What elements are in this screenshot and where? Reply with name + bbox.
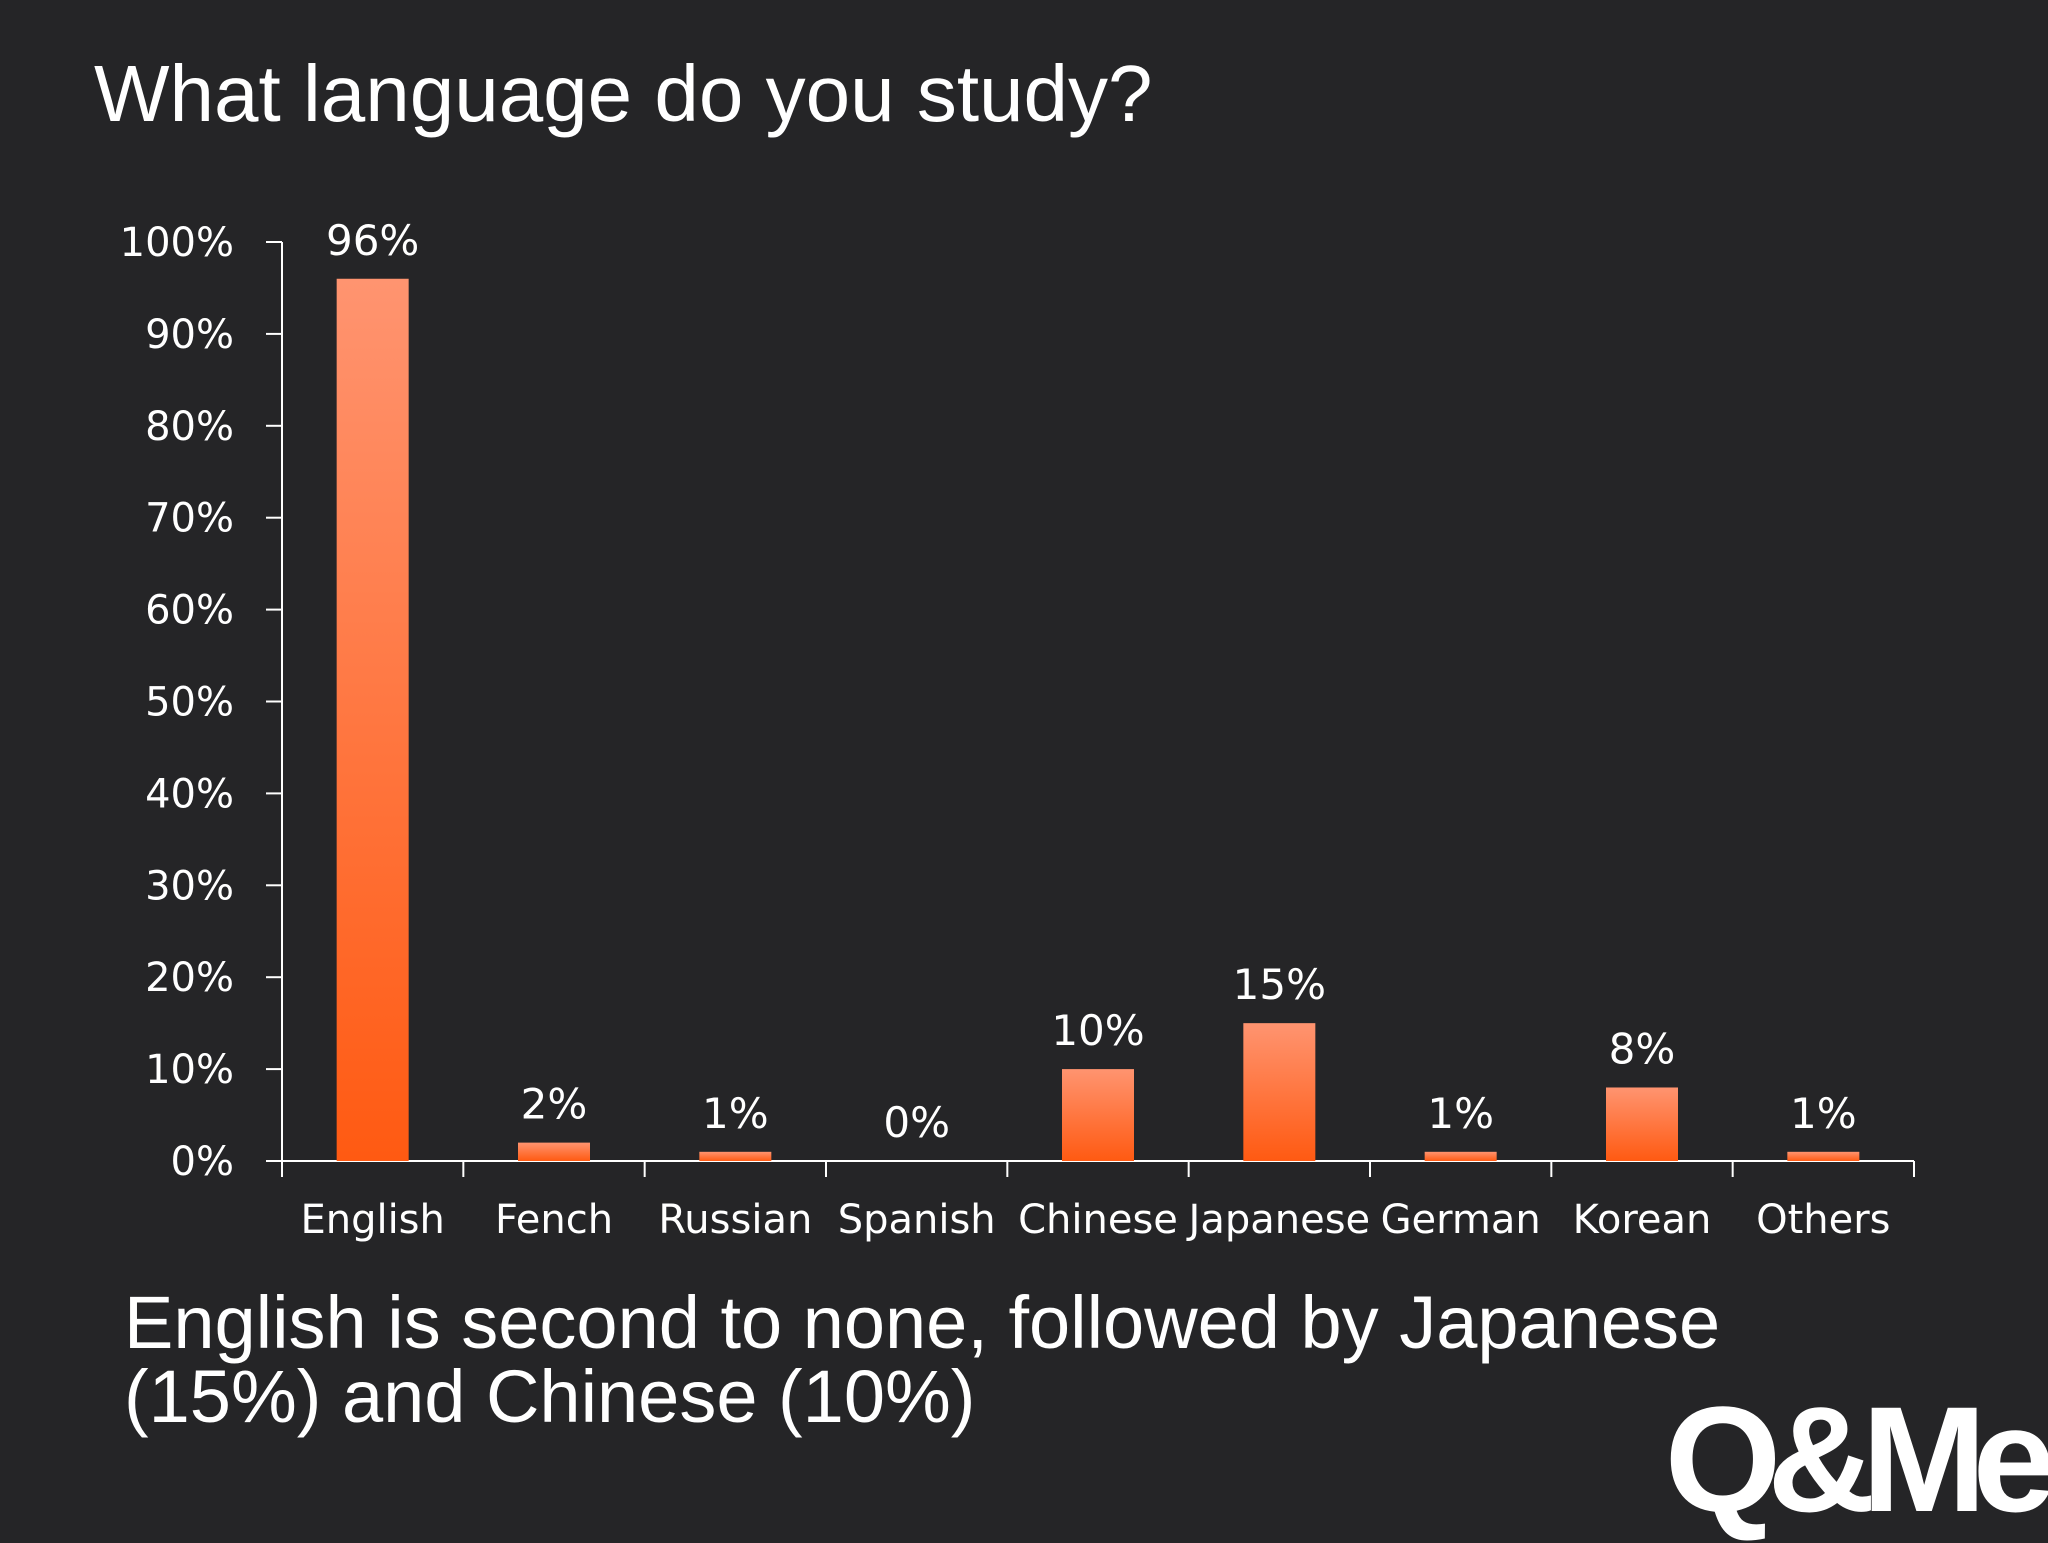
y-tick-label: 40%: [145, 771, 234, 817]
bar-english: [336, 278, 409, 1161]
y-tick-label: 20%: [145, 955, 234, 1001]
y-tick-label: 10%: [145, 1047, 234, 1093]
x-category-label: Others: [1756, 1197, 1890, 1243]
qandme-logo: Q&Me: [1664, 1375, 2048, 1543]
y-tick-label: 0%: [171, 1139, 234, 1185]
data-label: 8%: [1609, 1024, 1676, 1073]
bar-japanese: [1243, 1023, 1316, 1161]
y-tick-label: 80%: [145, 404, 234, 450]
x-category-label: German: [1381, 1197, 1541, 1243]
data-label: 10%: [1051, 1006, 1144, 1055]
data-label: 15%: [1233, 960, 1326, 1009]
x-category-label: Fench: [495, 1197, 613, 1243]
x-category-label: Japanese: [1186, 1197, 1371, 1243]
y-axis: 0% 10% 20% 30% 40% 50% 60% 70% 80% 90% 100%: [120, 220, 283, 1185]
bar-german: [1424, 1151, 1497, 1161]
bars: 96% 2% 1% 0% 10% 15% 1% 8% 1%: [326, 216, 1860, 1161]
x-category-label: Spanish: [838, 1197, 996, 1243]
y-tick-label: 100%: [120, 220, 234, 266]
x-category-label: Korean: [1573, 1197, 1712, 1243]
data-label: 1%: [702, 1089, 769, 1138]
y-tick-label: 60%: [145, 588, 234, 634]
data-label: 0%: [883, 1098, 950, 1147]
data-label: 1%: [1790, 1089, 1857, 1138]
data-label: 2%: [521, 1080, 588, 1129]
bar-others: [1787, 1151, 1860, 1161]
data-label: 1%: [1427, 1089, 1494, 1138]
y-tick-label: 70%: [145, 496, 234, 542]
bar-russian: [699, 1151, 772, 1161]
y-tick-label: 90%: [145, 312, 234, 358]
slide-title: What language do you study?: [94, 49, 1153, 138]
x-category-label: Chinese: [1018, 1197, 1178, 1243]
conclusion-text: English is second to none, followed by J…: [124, 1281, 1721, 1438]
x-category-label: English: [300, 1197, 444, 1243]
y-tick-label: 30%: [145, 863, 234, 909]
x-axis: English Fench Russian Spanish Chinese Japanes…: [281, 1160, 1915, 1243]
bar-chinese: [1062, 1069, 1134, 1161]
bar-fench: [518, 1142, 590, 1161]
data-label: 96%: [326, 216, 419, 265]
bar-korean: [1606, 1087, 1678, 1161]
y-tick-label: 50%: [145, 680, 234, 726]
x-category-label: Russian: [658, 1197, 812, 1243]
